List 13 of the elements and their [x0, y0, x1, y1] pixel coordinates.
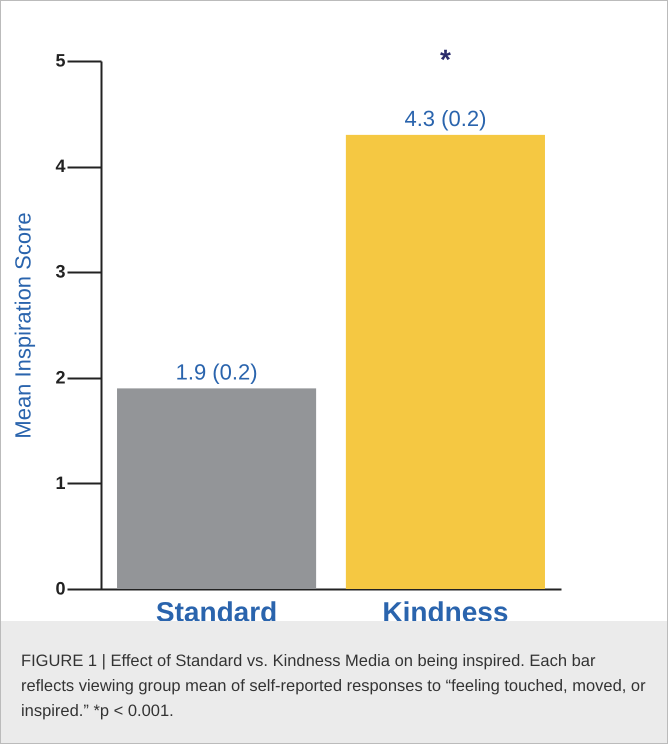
y-tick-label: 0 — [55, 578, 66, 598]
y-tick-label: 5 — [55, 50, 66, 70]
annotation: * — [440, 44, 451, 75]
y-tick-label: 1 — [55, 472, 66, 493]
y-tick-label: 4 — [55, 156, 66, 176]
x-tick-label: Kindness — [382, 596, 508, 628]
y-tick-label: 3 — [55, 262, 66, 282]
data-label: 1.9 (0.2) — [176, 359, 258, 384]
caption: FIGURE 1 | Effect of Standard vs. Kindness Media on being inspired. Each bar reflects viewing group mean of self-reported responses to “feeling touched, moved, or inspired.” *p < 0.001. — [21, 652, 646, 720]
x-tick-label: Standard — [156, 596, 278, 628]
y-axis-title: Mean Inspiration Score — [10, 212, 36, 439]
data-label: 4.3 (0.2) — [404, 106, 486, 131]
y-tick-label: 2 — [55, 367, 66, 388]
